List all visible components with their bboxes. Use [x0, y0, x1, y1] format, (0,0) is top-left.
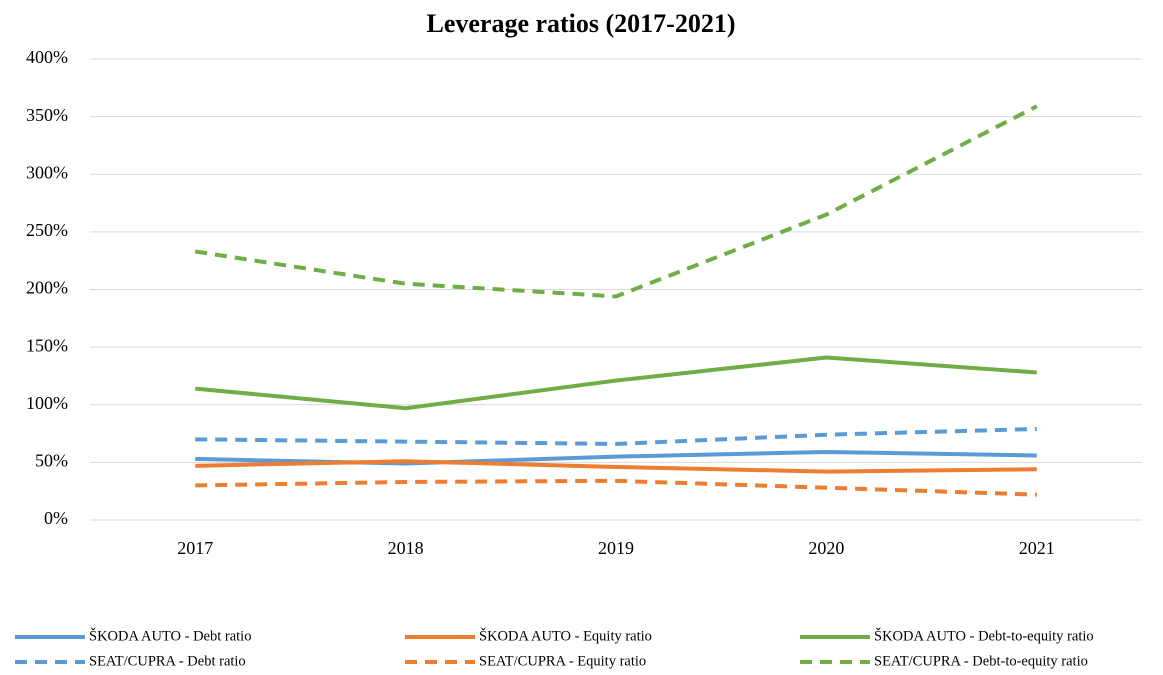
x-tick-label: 2017: [177, 538, 213, 558]
y-tick-label: 350%: [26, 105, 68, 125]
y-tick-label: 100%: [26, 393, 68, 413]
line: [195, 355, 1037, 411]
legend-label: ŠKODA AUTO - Equity ratio: [479, 627, 652, 644]
legend-label: ŠKODA AUTO - Debt ratio: [89, 627, 251, 644]
line: [195, 426, 1037, 446]
y-tick-label: 50%: [35, 451, 68, 471]
x-tick-label: 2020: [808, 538, 844, 558]
legend-label: SEAT/CUPRA - Debt-to-equity ratio: [874, 653, 1088, 669]
y-tick-label: 200%: [26, 278, 68, 298]
y-tick-label: 0%: [44, 508, 68, 528]
x-tick-label: 2019: [598, 538, 634, 558]
legend-label: ŠKODA AUTO - Debt-to-equity ratio: [874, 627, 1094, 644]
y-tick-label: 400%: [26, 47, 68, 67]
line: [194, 104, 1038, 299]
line: [195, 459, 1037, 474]
chart-title: Leverage ratios (2017-2021): [426, 9, 735, 38]
x-tick-label: 2018: [388, 538, 424, 558]
legend-label: SEAT/CUPRA - Equity ratio: [479, 653, 646, 669]
y-tick-label: 150%: [26, 335, 68, 355]
x-tick-label: 2021: [1019, 538, 1055, 558]
y-tick-label: 300%: [26, 162, 68, 182]
legend-label: SEAT/CUPRA - Debt ratio: [89, 653, 246, 669]
line: [195, 478, 1037, 497]
y-tick-label: 250%: [26, 220, 68, 240]
